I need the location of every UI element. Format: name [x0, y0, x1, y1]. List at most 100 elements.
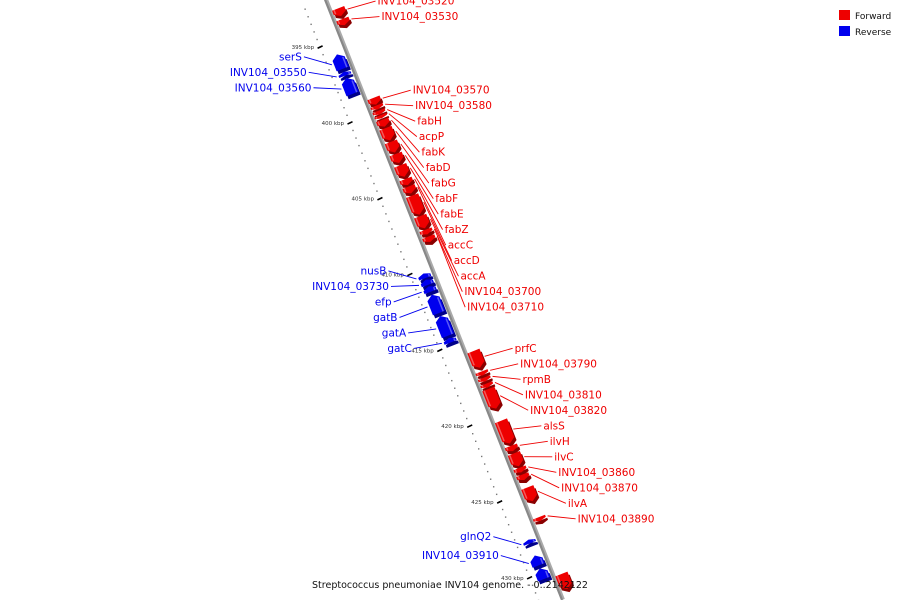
- gene-label-acpp[interactable]: acpP: [419, 131, 444, 143]
- gene-acpp[interactable]: [374, 112, 388, 120]
- gene-sers[interactable]: [332, 54, 349, 72]
- gene-label-fabf[interactable]: fabF: [435, 193, 458, 205]
- gene-label-alss[interactable]: alsS: [543, 420, 565, 432]
- label-leader-ilvh: [519, 440, 548, 446]
- gene-fabh[interactable]: [372, 108, 386, 116]
- gene-fabg[interactable]: [384, 139, 400, 153]
- gene-inv104-03870[interactable]: [516, 472, 530, 480]
- gene-label-gatb[interactable]: gatB: [373, 312, 397, 324]
- gene-label-nusb[interactable]: nusB: [360, 265, 386, 277]
- gene-shadow-inv104-03860: [515, 468, 529, 476]
- gene-accc[interactable]: [402, 184, 417, 194]
- gene-inv104-03890[interactable]: [532, 514, 546, 522]
- gene-ilvc[interactable]: [507, 451, 524, 467]
- gene-fabz[interactable]: [399, 176, 413, 186]
- gene-label-inv104-03520[interactable]: INV104_03520: [378, 0, 455, 8]
- minor-tick-dot: [436, 342, 438, 344]
- gene-inv104-03560[interactable]: [341, 77, 359, 97]
- gene-fabk[interactable]: [376, 117, 390, 127]
- gene-inv104-03730[interactable]: [420, 279, 434, 288]
- gene-label-gata[interactable]: gatA: [382, 327, 407, 339]
- gene-label-fabg[interactable]: fabG: [431, 178, 456, 190]
- gene-unlabeled-40[interactable]: [535, 568, 551, 582]
- minor-tick-dot: [534, 592, 537, 594]
- gene-highlight: [395, 166, 400, 175]
- minor-tick-dot: [340, 99, 342, 101]
- gene-label-gatc[interactable]: gatC: [387, 343, 412, 355]
- gene-label-inv104-03790[interactable]: INV104_03790: [520, 358, 597, 370]
- gene-fabe[interactable]: [394, 162, 409, 177]
- gene-highlight: [371, 106, 374, 110]
- gene-label-fabz[interactable]: fabZ: [445, 224, 469, 236]
- gene-label-acca[interactable]: accA: [460, 271, 486, 283]
- gene-gatb[interactable]: [427, 294, 446, 316]
- gene-acca[interactable]: [414, 213, 430, 229]
- gene-nusb[interactable]: [418, 273, 432, 281]
- gene-unlabeled-41[interactable]: [555, 571, 572, 590]
- gene-ilva[interactable]: [521, 485, 538, 502]
- gene-label-inv104-03870[interactable]: INV104_03870: [561, 482, 638, 494]
- gene-inv104-03710[interactable]: [422, 234, 436, 242]
- gene-efp[interactable]: [423, 286, 437, 295]
- gene-label-inv104-03810[interactable]: INV104_03810: [525, 389, 602, 401]
- gene-label-fabh[interactable]: fabH: [417, 116, 442, 128]
- minor-tick-dot: [448, 372, 450, 374]
- gene-glnq2[interactable]: [523, 538, 537, 546]
- gene-inv104-03810[interactable]: [480, 381, 494, 389]
- minor-tick-dot: [495, 493, 498, 496]
- gene-label-ilva[interactable]: ilvA: [568, 498, 588, 510]
- gene-label-ilvh[interactable]: ilvH: [550, 436, 570, 448]
- minor-tick-dot: [367, 167, 369, 170]
- legend-reverse-swatch: [839, 26, 850, 36]
- gene-label-sers[interactable]: serS: [279, 51, 302, 63]
- gene-label-inv104-03560[interactable]: INV104_03560: [235, 82, 312, 94]
- gene-label-fabe[interactable]: fabE: [440, 209, 463, 221]
- gene-highlight: [436, 297, 444, 312]
- gene-label-inv104-03570[interactable]: INV104_03570: [413, 85, 490, 97]
- gene-label-inv104-03910[interactable]: INV104_03910: [422, 550, 499, 562]
- gene-label-inv104-03860[interactable]: INV104_03860: [558, 467, 635, 479]
- gene-label-inv104-03820[interactable]: INV104_03820: [530, 405, 607, 417]
- gene-label-inv104-03530[interactable]: INV104_03530: [381, 11, 458, 23]
- gene-inv104-03820[interactable]: [482, 386, 501, 409]
- gene-label-inv104-03710[interactable]: INV104_03710: [467, 302, 544, 314]
- minor-tick-dot: [334, 84, 336, 86]
- gene-label-efp[interactable]: efp: [375, 296, 392, 308]
- gene-label-inv104-03700[interactable]: INV104_03700: [464, 286, 541, 298]
- gene-fabd[interactable]: [379, 125, 395, 141]
- gene-inv104-03570[interactable]: [367, 95, 381, 105]
- gene-inv104-03700[interactable]: [419, 227, 433, 235]
- gene-inv104-03550[interactable]: [338, 71, 352, 79]
- gene-inv104-03790[interactable]: [475, 369, 489, 377]
- gene-inv104-03580[interactable]: [370, 103, 384, 110]
- gene-label-accc[interactable]: accC: [448, 240, 473, 252]
- gene-gata[interactable]: [435, 315, 455, 339]
- gene-label-inv104-03550[interactable]: INV104_03550: [230, 67, 307, 79]
- gene-inv104-03910[interactable]: [530, 555, 545, 568]
- gene-fabf[interactable]: [389, 151, 404, 164]
- gene-label-fabk[interactable]: fabK: [421, 147, 446, 159]
- gene-label-inv104-03890[interactable]: INV104_03890: [578, 513, 655, 525]
- label-leader-ilva: [537, 490, 567, 504]
- gene-label-rpmb[interactable]: rpmB: [523, 374, 551, 386]
- minor-tick-dot: [513, 539, 516, 541]
- gene-inv104-03530[interactable]: [336, 16, 350, 26]
- gene-rpmb[interactable]: [477, 375, 491, 383]
- gene-prfc[interactable]: [467, 348, 485, 368]
- tick-label: 410 kbp: [381, 273, 404, 279]
- label-leader-gata: [408, 328, 437, 334]
- gene-label-glnq2[interactable]: glnQ2: [460, 531, 491, 543]
- gene-label-accd[interactable]: accD: [454, 255, 480, 267]
- gene-gatc[interactable]: [443, 337, 457, 345]
- gene-label-inv104-03730[interactable]: INV104_03730: [312, 281, 389, 293]
- gene-label-inv104-03580[interactable]: INV104_03580: [415, 100, 492, 112]
- gene-label-fabd[interactable]: fabD: [426, 162, 451, 174]
- gene-ilvh[interactable]: [504, 443, 519, 452]
- gene-label-ilvc[interactable]: ilvC: [554, 451, 573, 463]
- gene-alss[interactable]: [494, 418, 515, 444]
- gene-accd[interactable]: [406, 193, 424, 215]
- minor-tick-dot: [385, 213, 387, 215]
- gene-inv104-03520[interactable]: [332, 6, 346, 16]
- gene-inv104-03860[interactable]: [513, 465, 527, 473]
- gene-label-prfc[interactable]: prfC: [515, 343, 537, 355]
